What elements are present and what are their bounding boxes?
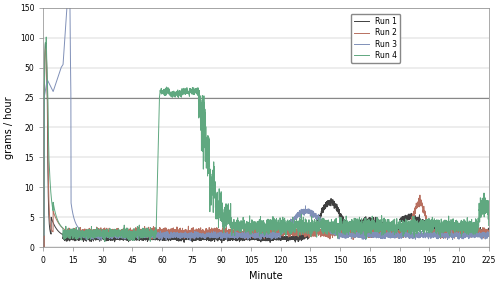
Run 3 bbox=[462, 235, 468, 239]
X-axis label: Minute: Minute bbox=[249, 271, 283, 281]
Line: Run 2: Run 2 bbox=[44, 48, 488, 247]
Run 4 bbox=[94, 230, 100, 234]
Run 4 bbox=[444, 227, 450, 230]
Line: Run 1: Run 1 bbox=[44, 42, 488, 247]
Legend: Run 1, Run 2, Run 3, Run 4: Run 1, Run 2, Run 3, Run 4 bbox=[350, 14, 400, 63]
Run 4 bbox=[43, 35, 49, 39]
Run 2 bbox=[41, 245, 47, 249]
Run 2 bbox=[40, 234, 46, 237]
Run 3 bbox=[444, 231, 450, 235]
Run 4 bbox=[102, 240, 108, 243]
Run 2 bbox=[486, 235, 492, 238]
Run 1 bbox=[43, 41, 49, 44]
Run 4 bbox=[211, 188, 217, 191]
Line: Run 4: Run 4 bbox=[44, 37, 488, 242]
Run 2 bbox=[442, 237, 448, 240]
Run 1 bbox=[319, 207, 325, 210]
Run 1 bbox=[486, 232, 492, 235]
Run 3 bbox=[187, 239, 193, 242]
Run 3 bbox=[94, 232, 100, 235]
Run 1 bbox=[442, 229, 448, 233]
Run 1 bbox=[211, 237, 217, 241]
Run 2 bbox=[462, 231, 468, 235]
Run 3 bbox=[486, 234, 492, 237]
Run 4 bbox=[462, 223, 468, 226]
Run 3 bbox=[211, 231, 217, 234]
Run 1 bbox=[94, 236, 100, 239]
Run 3 bbox=[64, 6, 70, 9]
Run 2 bbox=[211, 230, 217, 233]
Y-axis label: grams / hour: grams / hour bbox=[4, 96, 14, 159]
Run 1 bbox=[462, 231, 468, 235]
Run 3 bbox=[319, 219, 325, 223]
Run 3 bbox=[40, 234, 46, 237]
Line: Run 3: Run 3 bbox=[44, 8, 488, 241]
Run 4 bbox=[319, 224, 325, 227]
Run 1 bbox=[41, 245, 47, 249]
Run 1 bbox=[40, 234, 46, 237]
Run 3 bbox=[442, 234, 448, 237]
Run 2 bbox=[94, 227, 100, 231]
Run 2 bbox=[319, 234, 325, 237]
Run 2 bbox=[444, 233, 450, 236]
Run 1 bbox=[444, 232, 450, 235]
Run 2 bbox=[43, 46, 49, 50]
Run 4 bbox=[40, 234, 46, 237]
Run 4 bbox=[486, 224, 492, 227]
Run 4 bbox=[442, 228, 448, 231]
